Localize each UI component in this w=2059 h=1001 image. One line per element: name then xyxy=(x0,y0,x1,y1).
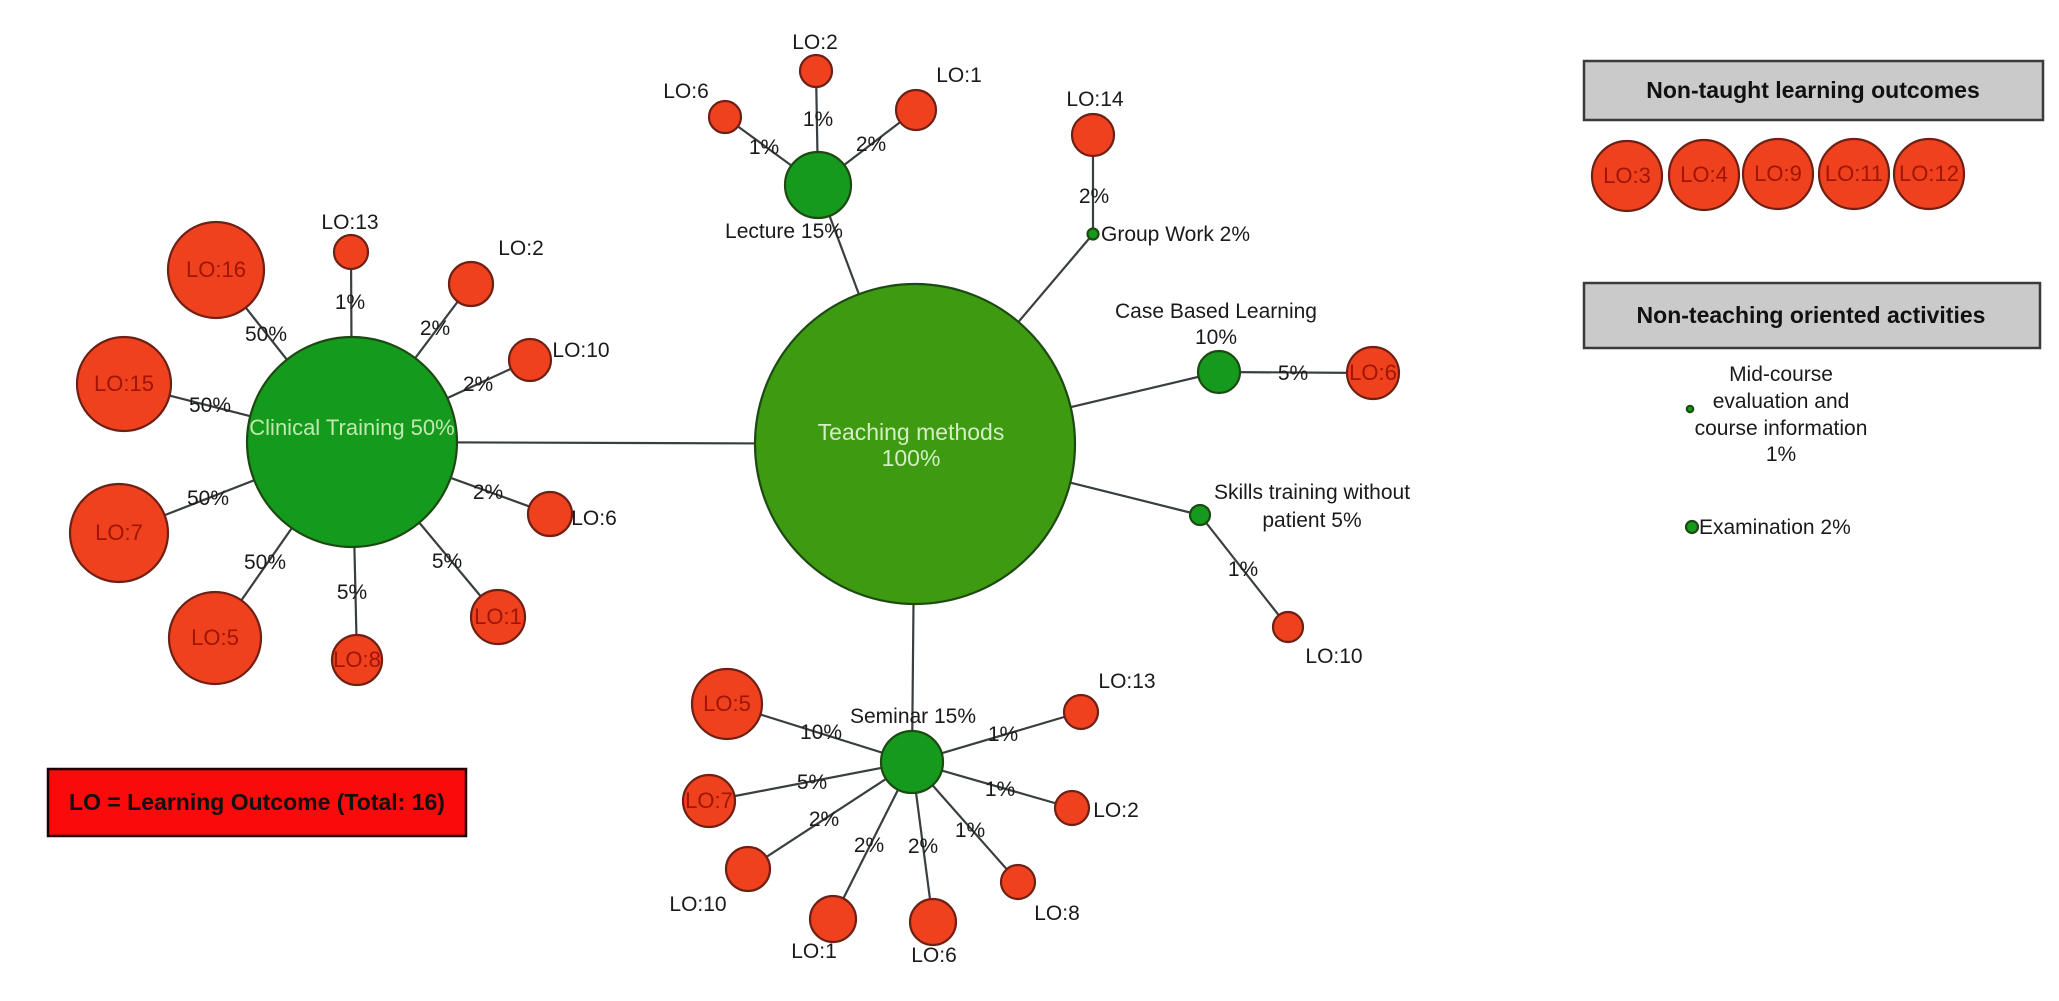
svg-text:10%: 10% xyxy=(1195,326,1237,349)
svg-text:Lecture 15%: Lecture 15% xyxy=(725,220,843,243)
svg-text:10%: 10% xyxy=(800,721,842,744)
svg-text:LO:3: LO:3 xyxy=(1603,163,1651,188)
svg-text:LO:6: LO:6 xyxy=(571,507,617,530)
svg-text:LO:16: LO:16 xyxy=(186,257,246,282)
svg-text:5%: 5% xyxy=(1278,362,1308,385)
svg-text:1%: 1% xyxy=(335,291,365,314)
svg-text:LO:2: LO:2 xyxy=(498,237,544,260)
svg-text:patient 5%: patient 5% xyxy=(1262,509,1361,532)
svg-text:Group Work 2%: Group Work 2% xyxy=(1101,223,1250,246)
svg-text:LO:10: LO:10 xyxy=(552,339,609,362)
svg-text:LO:8: LO:8 xyxy=(1034,902,1080,925)
svg-text:1%: 1% xyxy=(1766,443,1796,466)
svg-text:2%: 2% xyxy=(473,481,503,504)
svg-text:1%: 1% xyxy=(803,108,833,131)
svg-text:LO:2: LO:2 xyxy=(792,31,838,54)
svg-text:LO:6: LO:6 xyxy=(663,80,709,103)
svg-text:LO:5: LO:5 xyxy=(191,625,239,650)
svg-text:LO:14: LO:14 xyxy=(1066,88,1124,111)
svg-text:2%: 2% xyxy=(463,373,493,396)
svg-text:50%: 50% xyxy=(189,394,231,417)
svg-text:LO:1: LO:1 xyxy=(474,604,522,629)
svg-text:Non-taught learning outcomes: Non-taught learning outcomes xyxy=(1646,77,1980,103)
svg-text:5%: 5% xyxy=(337,581,367,604)
svg-text:LO:2: LO:2 xyxy=(1093,799,1139,822)
svg-text:Seminar 15%: Seminar 15% xyxy=(850,705,976,728)
svg-text:50%: 50% xyxy=(187,487,229,510)
svg-text:2%: 2% xyxy=(908,835,938,858)
svg-text:50%: 50% xyxy=(244,551,286,574)
svg-text:LO:9: LO:9 xyxy=(1754,161,1802,186)
svg-text:course information: course information xyxy=(1695,417,1868,440)
svg-text:LO:1: LO:1 xyxy=(791,940,837,963)
svg-text:LO:12: LO:12 xyxy=(1899,161,1959,186)
svg-text:2%: 2% xyxy=(856,133,886,156)
svg-text:LO = Learning Outcome (Total:: LO = Learning Outcome (Total: 16) xyxy=(69,789,445,815)
svg-text:2%: 2% xyxy=(1079,185,1109,208)
svg-text:LO:6: LO:6 xyxy=(1349,360,1397,385)
svg-text:1%: 1% xyxy=(955,819,985,842)
svg-text:1%: 1% xyxy=(749,136,779,159)
svg-text:LO:13: LO:13 xyxy=(321,211,378,234)
svg-text:100%: 100% xyxy=(882,445,941,471)
svg-text:1%: 1% xyxy=(985,778,1015,801)
svg-text:LO:13: LO:13 xyxy=(1098,670,1155,693)
svg-text:LO:7: LO:7 xyxy=(685,788,733,813)
svg-text:LO:4: LO:4 xyxy=(1680,162,1728,187)
svg-text:50%: 50% xyxy=(245,323,287,346)
svg-text:Case Based Learning: Case Based Learning xyxy=(1115,300,1317,323)
svg-text:Mid-course: Mid-course xyxy=(1729,363,1833,386)
svg-text:Skills training without: Skills training without xyxy=(1214,481,1410,504)
svg-text:Clinical Training 50%: Clinical Training 50% xyxy=(249,415,454,440)
svg-text:LO:10: LO:10 xyxy=(669,893,726,916)
svg-text:LO:1: LO:1 xyxy=(936,64,982,87)
svg-text:2%: 2% xyxy=(420,317,450,340)
svg-text:2%: 2% xyxy=(854,834,884,857)
svg-text:5%: 5% xyxy=(797,771,827,794)
svg-text:5%: 5% xyxy=(432,550,462,573)
svg-text:Non-teaching oriented activiti: Non-teaching oriented activities xyxy=(1637,302,1986,328)
svg-text:LO:7: LO:7 xyxy=(95,520,143,545)
svg-text:LO:5: LO:5 xyxy=(703,691,751,716)
svg-text:LO:10: LO:10 xyxy=(1305,645,1362,668)
svg-text:Examination 2%: Examination 2% xyxy=(1699,516,1851,539)
svg-text:1%: 1% xyxy=(988,723,1018,746)
svg-text:evaluation and: evaluation and xyxy=(1713,390,1850,413)
svg-text:LO:8: LO:8 xyxy=(333,647,381,672)
svg-text:LO:11: LO:11 xyxy=(1825,161,1883,186)
svg-text:2%: 2% xyxy=(809,808,839,831)
svg-text:Teaching methods: Teaching methods xyxy=(818,419,1005,445)
svg-text:LO:15: LO:15 xyxy=(94,371,154,396)
svg-text:1%: 1% xyxy=(1228,558,1258,581)
svg-text:LO:6: LO:6 xyxy=(911,944,957,967)
